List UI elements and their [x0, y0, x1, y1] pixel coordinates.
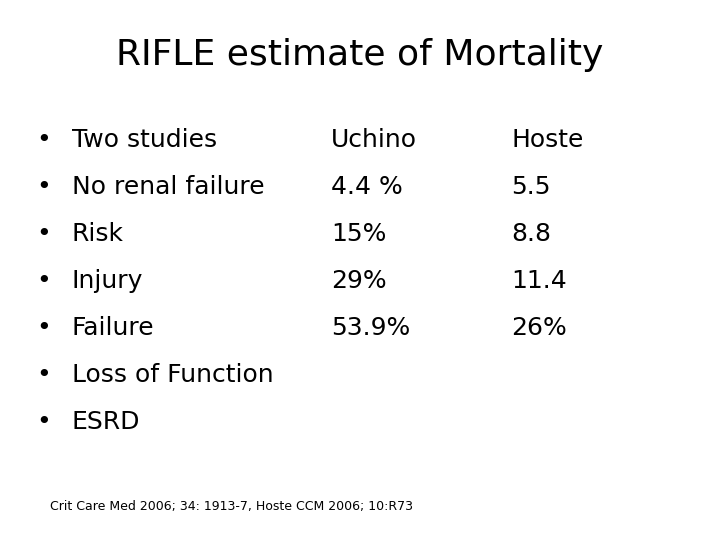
Text: 11.4: 11.4	[511, 269, 567, 293]
Text: •: •	[36, 222, 50, 246]
Text: 29%: 29%	[331, 269, 387, 293]
Text: Injury: Injury	[72, 269, 143, 293]
Text: •: •	[36, 316, 50, 340]
Text: 15%: 15%	[331, 222, 387, 246]
Text: •: •	[36, 129, 50, 152]
Text: 4.4 %: 4.4 %	[331, 176, 403, 199]
Text: Hoste: Hoste	[511, 129, 584, 152]
Text: 5.5: 5.5	[511, 176, 551, 199]
Text: •: •	[36, 176, 50, 199]
Text: Two studies: Two studies	[72, 129, 217, 152]
Text: ESRD: ESRD	[72, 410, 140, 434]
Text: 53.9%: 53.9%	[331, 316, 410, 340]
Text: Crit Care Med 2006; 34: 1913-7, Hoste CCM 2006; 10:R73: Crit Care Med 2006; 34: 1913-7, Hoste CC…	[50, 500, 413, 513]
Text: 8.8: 8.8	[511, 222, 552, 246]
Text: •: •	[36, 269, 50, 293]
Text: •: •	[36, 410, 50, 434]
Text: 26%: 26%	[511, 316, 567, 340]
Text: Uchino: Uchino	[331, 129, 417, 152]
Text: RIFLE estimate of Mortality: RIFLE estimate of Mortality	[117, 38, 603, 72]
Text: Failure: Failure	[72, 316, 155, 340]
Text: •: •	[36, 363, 50, 387]
Text: Loss of Function: Loss of Function	[72, 363, 274, 387]
Text: Risk: Risk	[72, 222, 124, 246]
Text: No renal failure: No renal failure	[72, 176, 265, 199]
